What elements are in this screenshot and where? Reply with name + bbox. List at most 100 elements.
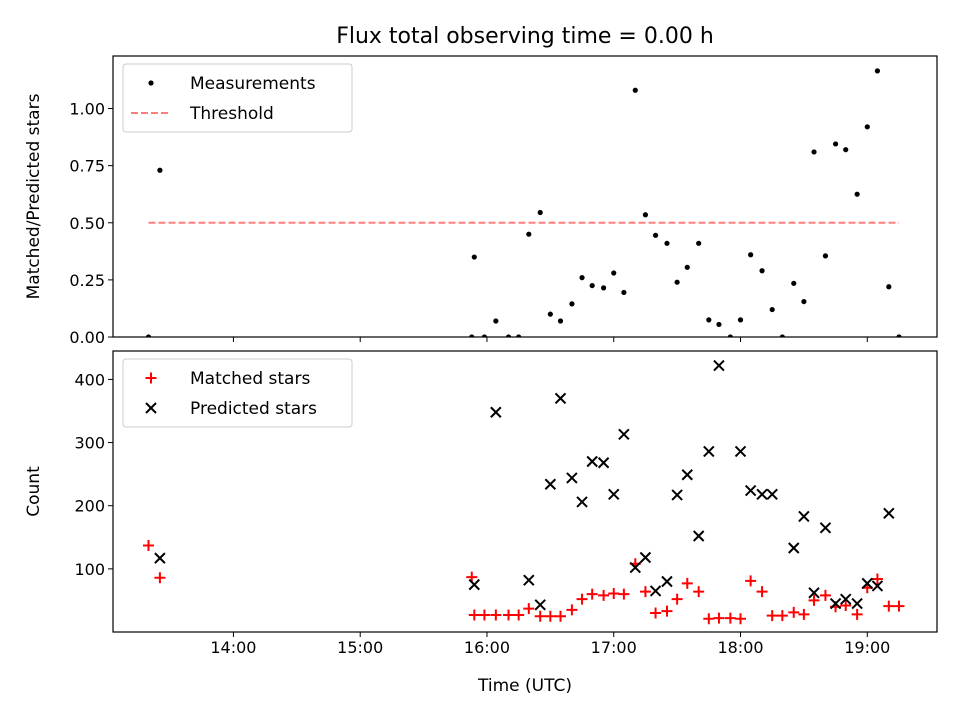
predicted-star-point [576,496,588,508]
predicted-star-point [829,597,842,610]
predicted-star-point [819,522,832,534]
x-tick-label: 19:00 [844,638,890,657]
matched-star-point [650,607,662,619]
matched-star-point [883,600,895,612]
measurement-point [791,280,797,286]
measurement-point [716,321,722,328]
predicted-star-point [871,580,884,592]
measurement-point [589,282,595,289]
predicted-star-point [734,445,747,458]
legend-label: Predicted stars [190,399,317,419]
x-tick-label: 18:00 [717,638,763,657]
x-axis-label: Time (UTC) [477,676,572,696]
predicted-star-point [883,507,895,519]
predicted-star-point [661,575,673,588]
x-tick-label: 14:00 [210,638,256,657]
matched-star-point [544,610,556,622]
measurement-point [569,301,575,307]
predicted-star-point [586,455,598,468]
measurement-point [145,334,152,337]
measurement-point [696,240,702,246]
matched-star-point [534,610,546,622]
matched-star-point [893,600,905,612]
measurement-point [547,311,553,317]
matched-star-point [478,609,490,621]
measurement-point [516,334,522,337]
data-layer [145,68,902,337]
matched-star-point [566,604,578,616]
matched-star-point [608,587,620,599]
measurement-point [674,279,680,285]
legend-label: Threshold [189,104,274,124]
measurement-point [652,232,659,238]
matched-star-point [671,593,683,605]
matched-star-point [598,589,610,601]
predicted-star-point [629,561,641,574]
measurement-point [874,68,881,74]
matched-star-point [693,586,705,598]
measurement-point [748,252,754,258]
predicted-star-point [608,488,620,501]
matched-star-point [154,572,166,584]
predicted-star-point [490,406,502,418]
measurement-point [632,87,638,93]
y-axis-label: Matched/Predicted stars [24,93,44,299]
data-layer [142,359,905,625]
matched-star-point [681,577,693,589]
measurement-point [526,231,532,237]
predicted-star-point [713,359,725,372]
matched-star-point [513,609,525,621]
matched-star-point [851,608,863,620]
measurement-point [611,270,617,276]
matched-star-point [756,586,768,598]
measurement-point [471,254,477,260]
matched-star-point [788,606,800,618]
y-tick-label: 100 [74,560,105,579]
matched-star-point [554,610,566,622]
measurement-point [684,264,690,270]
measurement-point [579,275,585,281]
x-tick-label: 16:00 [464,638,510,657]
predicted-star-point [744,484,757,497]
legend-box [122,358,353,428]
predicted-star-point [618,428,630,441]
matched-star-point [713,612,725,624]
y-tick-label: 400 [74,370,105,389]
predicted-star-point [681,469,693,481]
y-tick-label: 0.50 [69,214,105,233]
matched-star-point [745,575,757,587]
predicted-star-point [808,587,820,599]
predicted-star-point [639,551,652,564]
bottom-panel: 14:00 15:00 16:00 17:00 18:00 19:00 100 200 300 4… [24,350,938,657]
measurement-point [801,298,807,305]
matched-star-point [523,603,535,615]
matched-star-point [776,610,788,622]
matched-star-point [576,593,588,605]
predicted-star-point [851,597,863,610]
matched-star-point [618,588,630,600]
measurement-point [642,212,649,218]
measurement-point [537,209,543,216]
chart-title: Flux total observing time = 0.00 h [336,24,714,49]
matched-star-point [871,573,883,585]
x-tick-label: 15:00 [337,638,383,657]
predicted-star-point [798,510,810,523]
predicted-star-point [554,392,567,405]
measurement-point [769,306,775,313]
predicted-star-point [840,593,852,605]
matched-star-point [808,594,820,606]
matched-star-point [724,612,736,624]
measurement-point [706,317,712,323]
y-tick-label: 0.25 [69,271,105,290]
y-tick-label: 0.00 [69,328,105,347]
predicted-star-point [566,472,578,484]
y-tick-label: 0.75 [69,157,105,176]
measurement-point [811,149,817,155]
measurement-point [843,147,849,153]
measurement-point [493,318,499,324]
matched-star-point [503,609,515,621]
x-tick-label: 17:00 [591,638,637,657]
y-tick-label: 200 [74,497,105,516]
predicted-star-point [788,542,800,554]
